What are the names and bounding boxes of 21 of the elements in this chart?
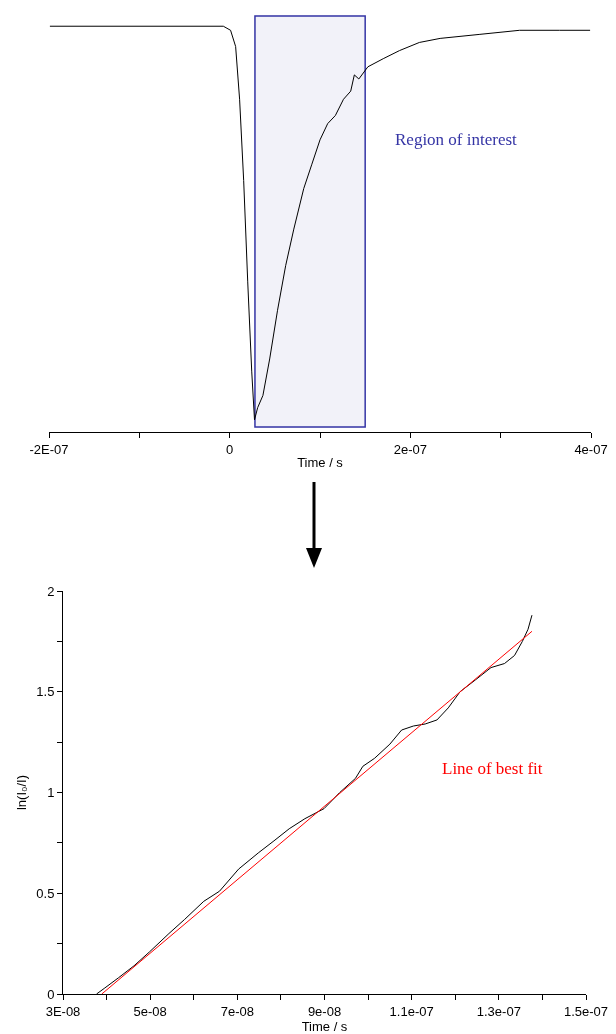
y-tick-label: 0.5 <box>36 885 55 901</box>
x-tick-label: 1.3e-07 <box>476 1003 521 1019</box>
x-tick-label: 5e-08 <box>133 1003 167 1019</box>
band-label: Region of interest <box>395 130 518 149</box>
x-tick-label: 0 <box>226 441 234 457</box>
x-axis-title: Time / s <box>301 1018 348 1034</box>
x-tick-label: 1.1e-07 <box>389 1003 434 1019</box>
x-tick-label: 3E-08 <box>45 1003 81 1019</box>
annotation: Line of best fit <box>442 759 543 778</box>
x-tick-label: 1.5e-07 <box>563 1003 609 1019</box>
x-tick-label: 7e-08 <box>220 1003 254 1019</box>
x-tick-label: -2E-07 <box>29 441 69 457</box>
y-tick-label: 0 <box>47 986 55 1002</box>
x-tick-label: 9e-08 <box>307 1003 342 1019</box>
y-tick-label: 2 <box>47 583 55 599</box>
x-tick-label: 2e-07 <box>393 441 427 457</box>
x-tick-label: 4e-07 <box>574 441 608 457</box>
y-tick-label: 1 <box>47 785 55 801</box>
y-axis-title: ln(I₀/I) <box>14 774 30 811</box>
y-tick-label: 1.5 <box>36 684 55 700</box>
x-axis-title: Time / s <box>297 455 344 470</box>
